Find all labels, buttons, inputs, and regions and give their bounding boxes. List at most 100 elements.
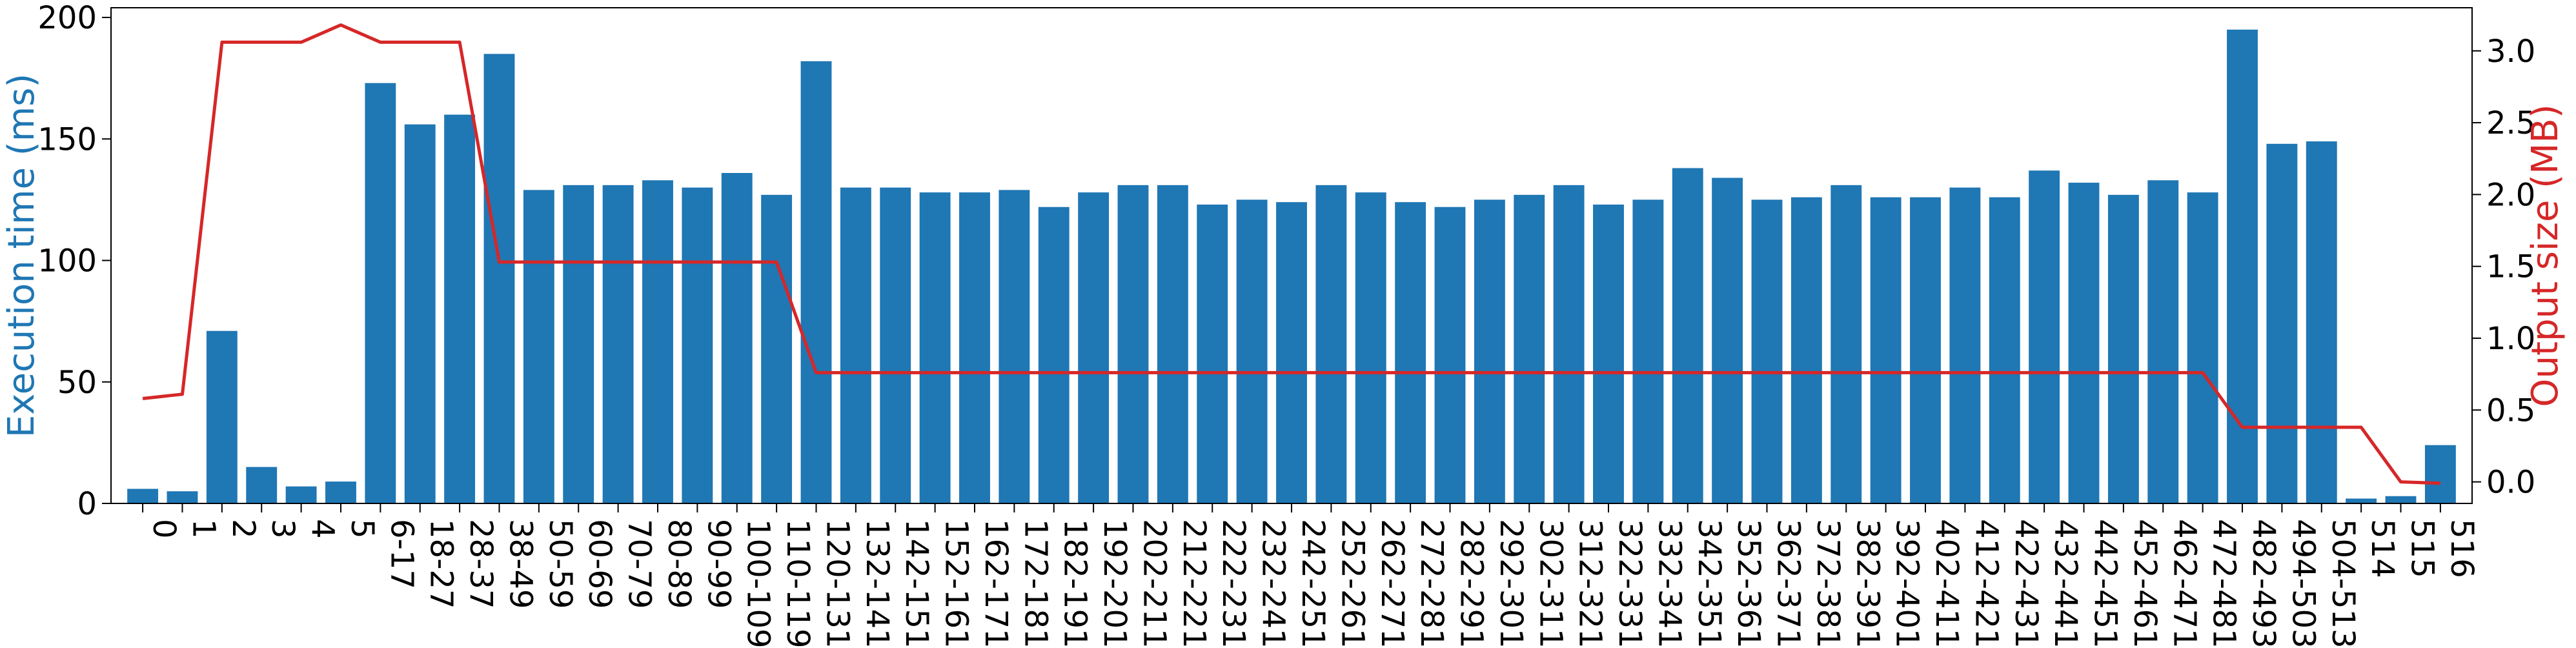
bar-442-451: [2068, 183, 2100, 503]
bar-302-311: [1514, 194, 1545, 503]
x-tick-label: 50-59: [542, 519, 578, 609]
bar-432-441: [2029, 170, 2060, 503]
x-tick-label: 172-181: [1017, 519, 1053, 648]
right-tick-label: 0.5: [2486, 392, 2535, 429]
bar-462-471: [2147, 180, 2179, 503]
bar-38-49: [483, 54, 515, 503]
x-tick-label: 482-493: [2246, 519, 2282, 648]
left-axis-title: Execution time (ms): [1, 74, 43, 438]
bar-312-321: [1553, 185, 1585, 503]
x-tick-label: 0: [146, 519, 182, 539]
left-tick-label: 100: [37, 243, 97, 279]
right-tick-label: 2.0: [2486, 177, 2535, 213]
x-tick-label: 322-331: [1612, 519, 1648, 648]
x-tick-label: 110-119: [780, 519, 816, 648]
bar-2: [206, 330, 238, 503]
x-tick-label: 332-341: [1651, 519, 1687, 648]
x-tick-label: 312-321: [1572, 519, 1608, 648]
bar-212-221: [1157, 185, 1188, 503]
bar-452-461: [2107, 194, 2139, 503]
bar-494-503: [2266, 143, 2298, 503]
x-tick-label: 28-37: [463, 519, 499, 609]
bar-352-361: [1712, 177, 1743, 503]
bar-series: [127, 29, 2456, 504]
left-axis: 0 50 100 150 200: [37, 0, 111, 522]
x-tick-label: 242-251: [1295, 519, 1331, 648]
x-tick-label: 100-109: [740, 519, 776, 648]
bar-282-291: [1434, 207, 1466, 503]
bar-362-371: [1751, 199, 1783, 503]
x-tick-label: 182-191: [1057, 519, 1093, 648]
bar-372-381: [1790, 197, 1822, 503]
x-tick-label: 212-221: [1176, 519, 1212, 648]
bar-222-231: [1197, 204, 1228, 503]
line-series: [142, 23, 2440, 485]
bar-472-481: [2187, 192, 2218, 503]
bar-172-181: [999, 190, 1030, 503]
x-tick-label: 504-513: [2325, 519, 2361, 648]
x-tick-label: 452-461: [2127, 519, 2163, 648]
bar-515: [2385, 496, 2417, 503]
bar-1: [167, 491, 198, 503]
bar-392-401: [1870, 197, 1902, 503]
x-tick-label: 80-89: [661, 519, 697, 609]
x-tick-label: 120-131: [819, 519, 855, 648]
x-tick-label: 3: [265, 519, 301, 539]
x-tick-label: 462-471: [2166, 519, 2202, 648]
x-tick-label: 372-381: [1810, 519, 1846, 648]
x-tick-label: 516: [2444, 519, 2480, 578]
output-size-line: [142, 23, 2440, 485]
bar-516: [2424, 445, 2456, 503]
bar-412-421: [1949, 187, 1981, 503]
bar-242-251: [1276, 202, 1307, 503]
bar-3: [246, 467, 278, 503]
x-tick-label: 272-281: [1414, 519, 1450, 648]
left-tick-label: 200: [37, 0, 97, 36]
bar-132-141: [840, 187, 871, 503]
x-tick-label: 412-421: [1968, 519, 2004, 648]
x-tick-label: 38-49: [502, 519, 538, 609]
bar-322-331: [1593, 204, 1624, 503]
x-tick-label: 6-17: [383, 519, 420, 589]
x-tick-label: 232-241: [1255, 519, 1292, 648]
bar-332-341: [1632, 199, 1664, 503]
x-tick-label: 392-401: [1889, 519, 1925, 648]
right-tick-label: 3.0: [2486, 34, 2535, 70]
bar-292-301: [1474, 199, 1505, 503]
x-tick-label: 402-411: [1929, 519, 1965, 648]
bar-6-17: [365, 83, 396, 504]
left-tick-label: 150: [37, 121, 97, 157]
x-tick-label: 5: [344, 519, 380, 539]
x-tick-label: 362-371: [1770, 519, 1807, 648]
x-tick-label: 262-271: [1374, 519, 1410, 648]
bar-482-493: [2227, 29, 2258, 504]
x-tick-label: 472-481: [2206, 519, 2242, 648]
bar-60-69: [563, 185, 594, 503]
x-tick-label: 302-311: [1532, 519, 1568, 648]
bar-192-201: [1078, 192, 1110, 503]
x-tick-label: 422-431: [2008, 519, 2044, 648]
right-axis-title: Output size (MB): [2524, 104, 2566, 407]
x-tick-label: 222-231: [1215, 519, 1252, 648]
bar-4: [285, 486, 317, 503]
left-tick-label: 0: [77, 486, 97, 522]
bar-272-281: [1395, 202, 1426, 503]
bar-90-99: [682, 187, 713, 503]
x-tick-label: 282-291: [1454, 519, 1490, 648]
bar-182-191: [1038, 207, 1070, 503]
x-tick-label: 514: [2364, 519, 2400, 578]
bar-152-161: [919, 192, 951, 503]
x-tick-label: 1: [185, 519, 221, 539]
right-tick-label: 2.5: [2486, 105, 2535, 141]
bar-100-109: [721, 173, 753, 503]
x-tick-label: 162-171: [978, 519, 1014, 648]
right-tick-label: 1.0: [2486, 321, 2535, 357]
x-tick-label: 18-27: [423, 519, 460, 609]
x-tick-label: 152-161: [938, 519, 975, 648]
bar-514: [2346, 498, 2377, 503]
bar-0: [127, 489, 159, 503]
bar-162-171: [959, 192, 990, 503]
x-tick-label: 252-261: [1334, 519, 1370, 648]
bar-232-241: [1236, 199, 1268, 503]
